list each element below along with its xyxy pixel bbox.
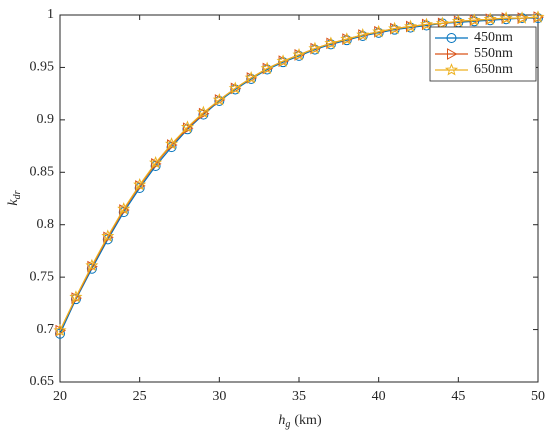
legend-marker	[444, 63, 459, 76]
y-tick-label: 0.85	[30, 165, 55, 180]
x-tick-label: 45	[451, 389, 465, 404]
legend-label: 550nm	[474, 46, 513, 61]
marker	[515, 11, 529, 24]
y-tick-label: 0.8	[37, 217, 55, 232]
marker	[167, 139, 178, 151]
y-label-symbol: k	[6, 199, 21, 206]
x-label-unit: (km)	[294, 413, 322, 428]
x-tick-label: 20	[53, 389, 67, 404]
y-tick-label: 0.65	[30, 374, 55, 389]
marker	[404, 19, 418, 33]
x-tick-label: 25	[133, 389, 147, 404]
legend-marker	[446, 33, 457, 43]
marker	[182, 122, 194, 135]
x-label-subscript: g	[285, 419, 290, 430]
marker	[260, 61, 274, 75]
marker	[308, 41, 322, 55]
y-tick-label: 0.7	[37, 322, 55, 337]
y-tick-label: 1	[47, 7, 54, 22]
marker	[388, 21, 402, 35]
marker	[196, 105, 210, 119]
marker	[53, 323, 67, 337]
marker	[324, 36, 338, 49]
marker	[85, 258, 99, 272]
series-line	[59, 16, 539, 331]
marker	[228, 81, 242, 94]
marker	[149, 155, 163, 169]
x-axis-label: hg (km)	[278, 413, 322, 430]
marker	[212, 93, 226, 106]
y-tick-label: 0.95	[30, 60, 55, 75]
legend-label: 650nm	[474, 62, 513, 77]
marker	[133, 178, 147, 191]
marker	[101, 229, 115, 242]
y-tick-label: 0.75	[30, 269, 55, 284]
marker	[276, 54, 290, 67]
series-line	[59, 17, 538, 335]
marker	[435, 16, 449, 29]
marker	[372, 24, 386, 38]
marker	[117, 202, 131, 215]
marker	[340, 32, 354, 45]
y-axis-label: kdr	[6, 190, 23, 205]
marker	[499, 11, 513, 24]
y-tick-label: 0.9	[37, 112, 55, 127]
marker	[467, 13, 481, 26]
x-tick-label: 40	[372, 389, 386, 404]
y-label-subscript: dr	[12, 190, 23, 199]
marker	[451, 14, 465, 27]
marker	[419, 17, 433, 30]
x-tick-label: 30	[212, 389, 226, 404]
marker	[165, 137, 179, 150]
x-tick-label: 35	[292, 389, 306, 404]
x-tick-label: 50	[531, 389, 545, 404]
marker	[180, 120, 194, 133]
marker	[356, 28, 370, 41]
marker	[483, 12, 497, 25]
marker	[531, 10, 545, 23]
marker	[198, 107, 210, 120]
legend-marker	[447, 48, 458, 60]
marker	[244, 71, 258, 84]
marker	[292, 47, 306, 61]
legend-label: 450nm	[474, 30, 513, 45]
x-label-symbol: h	[278, 413, 285, 428]
marker	[69, 290, 83, 303]
